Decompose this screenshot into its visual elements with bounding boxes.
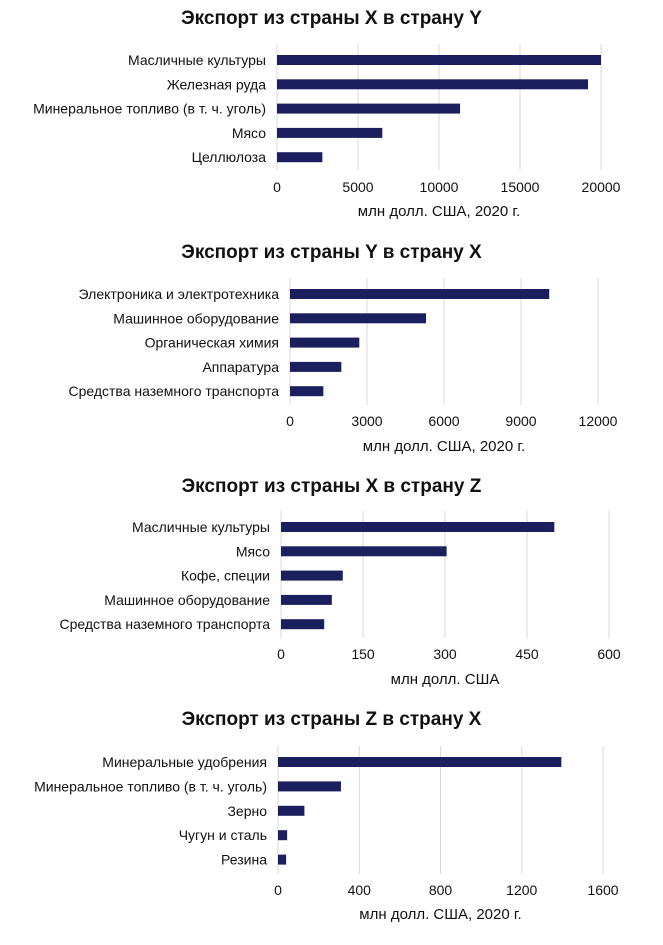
tick-label: 1600 [587,882,618,898]
category-label: Зерно [227,803,267,819]
bar [290,289,550,299]
bar [277,103,461,114]
bar [278,781,341,792]
category-label: Аппаратура [202,359,279,375]
chart-panel-y-to-x: Экспорт из страны Y в страну X Электрони… [0,235,663,470]
bar [290,386,324,397]
category-label: Электроника и электротехника [79,286,280,302]
category-label: Минеральные удобрения [102,754,267,770]
bar [277,79,589,90]
category-label: Резина [221,852,267,868]
category-label: Машинное оборудование [104,592,270,608]
bar [278,830,288,841]
x-axis-title: млн долл. США, 2020 г. [358,203,520,220]
bar [281,570,343,581]
tick-label: 20000 [582,179,621,195]
category-label: Минеральное топливо (в т. ч. уголь) [34,778,267,794]
chart-title: Экспорт из страны Y в страну X [181,242,482,263]
chart-title: Экспорт из страны X в страну Y [181,8,482,29]
bar [281,522,555,532]
category-label: Органическая химия [145,335,279,351]
category-label: Средства наземного транспорта [59,616,270,632]
tick-label: 12000 [579,413,618,429]
bar [290,337,360,348]
bar [278,854,287,865]
tick-label: 9000 [505,413,536,429]
category-label: Кофе, специи [181,568,270,584]
bar [278,757,562,767]
tick-label: 0 [286,413,294,429]
category-label: Мясо [236,543,270,559]
tick-label: 0 [273,179,281,195]
chart-panel-x-to-z: Экспорт из страны X в страну Z Масличные… [0,470,663,705]
bar [290,361,342,372]
tick-label: 1200 [506,882,537,898]
tick-label: 400 [348,882,372,898]
tick-label: 5000 [342,179,373,195]
bar-chart-x-to-z: Масличные культуры Мясо Кофе, специи Машинн… [59,511,621,688]
x-axis-title: млн долл. США, 2020 г. [359,906,521,923]
tick-label: 6000 [428,413,459,429]
tick-label: 10000 [420,179,459,195]
chart-panel-x-to-y: Экспорт из страны X в страну Y Масличные… [0,0,663,235]
bar [281,619,325,630]
tick-label: 800 [429,882,453,898]
bar [277,55,601,65]
category-label: Целлюлоза [192,149,267,165]
category-label: Минеральное топливо (в т. ч. уголь) [33,101,266,117]
bar [278,805,305,816]
bar-chart-x-to-y: Масличные культуры Железная руда Минеральн… [33,44,621,220]
tick-label: 600 [597,646,621,662]
bar [281,594,332,605]
tick-label: 0 [277,646,285,662]
x-axis-title: млн долл. США [391,671,500,688]
category-label: Чугун и сталь [179,827,267,843]
bar [290,313,427,324]
chart-title: Экспорт из страны X в страну Z [181,476,482,497]
bar [277,127,383,138]
category-label: Средства наземного транспорта [68,383,279,399]
bar [281,546,447,557]
tick-label: 450 [515,646,539,662]
category-label: Масличные культуры [128,52,266,68]
tick-label: 3000 [351,413,382,429]
tick-label: 300 [433,646,457,662]
chart-title: Экспорт из страны Z в страну X [181,709,482,730]
category-label: Мясо [232,125,266,141]
tick-label: 150 [351,646,375,662]
category-label: Машинное оборудование [113,310,279,326]
x-axis-title: млн долл. США, 2020 г. [363,438,525,455]
bar-chart-y-to-x: Электроника и электротехника Машинное обо… [68,278,618,455]
tick-label: 15000 [501,179,540,195]
tick-label: 0 [274,882,282,898]
category-label: Железная руда [167,76,266,92]
bar-chart-z-to-x: Минеральные удобрения Минеральное топливо… [34,746,619,923]
category-label: Масличные культуры [132,519,270,535]
chart-panel-z-to-x: Экспорт из страны Z в страну X Минеральн… [0,705,663,945]
bar [277,152,323,163]
